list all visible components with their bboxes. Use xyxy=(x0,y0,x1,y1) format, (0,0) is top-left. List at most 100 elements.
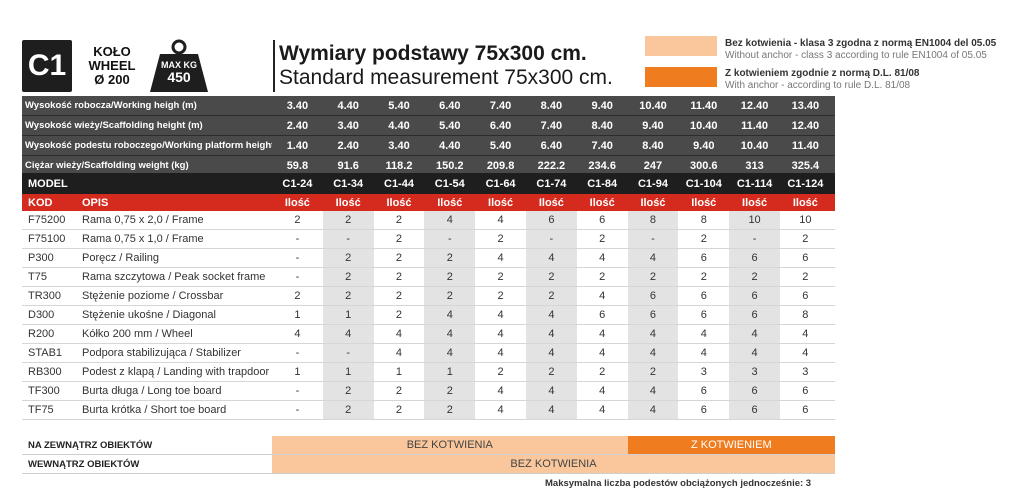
item-quantity: 6 xyxy=(627,306,679,324)
model-code: C1-44 xyxy=(384,177,414,190)
item-quantity: 2 xyxy=(497,271,504,283)
legend-text-anchor: Z kotwieniem zgodnie z normą D.L. 81/08 … xyxy=(725,68,919,92)
item-quantity: 6 xyxy=(802,252,809,264)
item-quantity: 2 xyxy=(525,287,577,305)
item-quantity: 6 xyxy=(700,290,707,302)
spec-value: 12.40 xyxy=(791,119,820,132)
item-quantity: - xyxy=(295,252,300,264)
legend-text-no-anchor: Bez kotwienia - klasa 3 zgodna z normą E… xyxy=(725,38,996,62)
spec-row: Wysokość podestu roboczego/Working platf… xyxy=(22,136,835,156)
spec-value: 222.2 xyxy=(537,159,566,172)
item-quantity: 2 xyxy=(395,271,403,283)
item-quantity: 2 xyxy=(395,214,403,226)
spec-label: Ciężar wieży/Scaffolding weight (kg) xyxy=(25,160,189,171)
legend-line: Without anchor - class 3 according to ru… xyxy=(725,50,987,61)
spec-value: 7.40 xyxy=(591,139,613,152)
item-quantity: - xyxy=(322,230,374,248)
item-quantity: 8 xyxy=(700,214,707,226)
item-quantity: 2 xyxy=(802,233,809,245)
max-kg-value: 450 xyxy=(167,69,191,85)
item-quantity: 4 xyxy=(497,309,504,321)
item-description: Podest z klapą / Landing with trapdoor xyxy=(82,366,270,378)
item-quantity: 2 xyxy=(424,287,476,305)
item-quantity: 4 xyxy=(802,328,809,340)
outside-no-anchor-bar: BEZ KOTWIENIA xyxy=(272,436,628,454)
item-quantity: 2 xyxy=(599,233,606,245)
item-quantity: 4 xyxy=(525,325,577,343)
item-quantity: 4 xyxy=(700,347,707,359)
spec-value: 8.40 xyxy=(591,119,613,132)
specs-table: Wysokość robocza/Working heigh (m) 3.40 4.… xyxy=(22,96,835,176)
spec-value: 10.40 xyxy=(740,139,769,152)
item-quantity: 6 xyxy=(700,309,707,321)
item-quantity: 6 xyxy=(700,404,707,416)
model-label: MODEL xyxy=(28,177,68,190)
spec-value: 11.40 xyxy=(791,139,819,152)
outside-row: NA ZEWNĄTRZ OBIEKTÓW BEZ KOTWIENIA Z KOT… xyxy=(22,436,835,455)
model-code: C1-24 xyxy=(282,177,313,190)
item-quantity: 2 xyxy=(599,271,606,283)
table-row: TR300 Stężenie poziome / Crossbar 2 2 2 2 2 2 4 6… xyxy=(22,287,835,306)
divider xyxy=(273,40,275,92)
spec-value: 6.40 xyxy=(540,139,563,152)
qty-header: Ilość xyxy=(386,196,412,209)
item-code: R200 xyxy=(28,328,55,340)
weight-icon: MAX KG 450 xyxy=(148,38,210,94)
item-quantity: 1 xyxy=(395,366,403,378)
item-description: Rama szczytowa / Peak socket frame xyxy=(82,271,266,283)
spec-value: 247 xyxy=(643,159,663,172)
item-quantity: 3 xyxy=(802,366,809,378)
item-quantity: 6 xyxy=(525,211,577,229)
item-code: TR300 xyxy=(28,290,62,302)
item-quantity: 4 xyxy=(599,290,606,302)
item-quantity: 4 xyxy=(395,347,403,359)
spec-value: 10.40 xyxy=(690,119,718,132)
spec-value: 7.40 xyxy=(489,99,512,112)
table-row: F75100 Rama 0,75 x 1,0 / Frame - - 2 - 2 - 2 - 2 - 2 xyxy=(22,230,835,249)
spec-value: 3.40 xyxy=(286,99,309,112)
item-description: Burta długa / Long toe board xyxy=(82,385,222,397)
item-quantity: 2 xyxy=(802,271,809,283)
item-quantity: 4 xyxy=(525,306,577,324)
item-quantity: 4 xyxy=(497,252,504,264)
table-row: TF75 Burta krótka / Short toe board - 2 2 2 4 4… xyxy=(22,401,835,420)
item-quantity: 4 xyxy=(424,325,476,343)
model-code: C1-54 xyxy=(434,177,465,190)
item-quantity: 4 xyxy=(395,328,403,340)
model-code: C1-104 xyxy=(685,177,722,190)
spec-value: 209.8 xyxy=(486,159,515,172)
table-row: R200 Kółko 200 mm / Wheel 4 4 4 4 4 4 4 4 4 4 4 xyxy=(22,325,835,344)
spec-value: 313 xyxy=(745,159,764,172)
wheel-info: KOŁO WHEEL Ø 200 xyxy=(84,40,140,92)
outside-anchor-bar: Z KOTWIENIEM xyxy=(627,436,835,454)
legend-line: Bez kotwienia - klasa 3 zgodna z normą E… xyxy=(725,38,997,49)
item-quantity: - xyxy=(322,344,374,362)
item-quantity: 4 xyxy=(802,347,809,359)
item-quantity: 4 xyxy=(627,344,679,362)
footnote: Maksymalna liczba podestów obciążonych j… xyxy=(545,478,812,489)
spec-value: 3.40 xyxy=(337,119,359,132)
item-quantity: 1 xyxy=(322,363,374,381)
item-quantity: - xyxy=(295,233,300,245)
qty-header: Ilość xyxy=(742,196,768,209)
item-quantity: 4 xyxy=(599,347,606,359)
item-quantity: 2 xyxy=(395,252,403,264)
spec-value: 91.6 xyxy=(337,159,359,172)
item-quantity: 6 xyxy=(802,385,809,397)
qty-header: Ilość xyxy=(589,196,615,209)
item-quantity: 2 xyxy=(599,366,606,378)
outside-label: NA ZEWNĄTRZ OBIEKTÓW xyxy=(28,439,153,451)
spec-value: 4.40 xyxy=(388,119,410,132)
item-quantity: 6 xyxy=(729,249,780,267)
item-quantity: 4 xyxy=(525,401,577,419)
item-quantity: - xyxy=(295,385,300,397)
item-quantity: 6 xyxy=(627,287,679,305)
item-quantity: 4 xyxy=(627,325,679,343)
item-quantity: 2 xyxy=(322,401,374,419)
item-quantity: 4 xyxy=(599,252,606,264)
model-code: C1-74 xyxy=(536,177,567,190)
spec-value: 3.40 xyxy=(388,139,410,152)
qty-header: Ilość xyxy=(640,196,666,209)
spec-label: Wysokość podestu roboczego/Working platf… xyxy=(25,140,272,151)
item-quantity: 6 xyxy=(729,306,780,324)
